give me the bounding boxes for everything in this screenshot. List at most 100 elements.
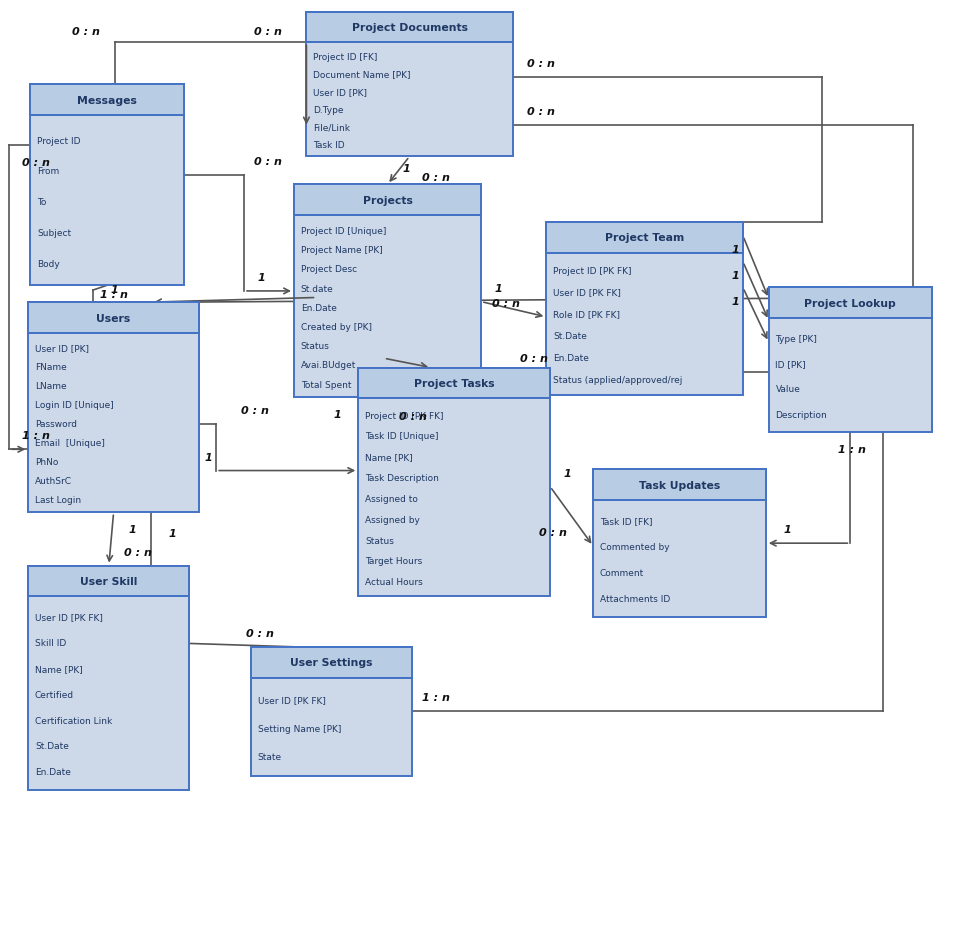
- Text: File/Link: File/Link: [313, 123, 350, 132]
- Text: 1: 1: [129, 524, 136, 534]
- Text: 1: 1: [782, 524, 790, 534]
- Bar: [30, 85, 184, 116]
- Text: Body: Body: [37, 260, 60, 269]
- Text: Comment: Comment: [600, 569, 644, 578]
- Text: 1: 1: [333, 410, 341, 420]
- Text: Description: Description: [775, 410, 826, 419]
- Text: User ID [PK FK]: User ID [PK FK]: [258, 695, 325, 705]
- Text: Email  [Unique]: Email [Unique]: [35, 438, 105, 447]
- Text: State: State: [258, 752, 282, 761]
- Text: 0 : n: 0 : n: [519, 354, 547, 363]
- Text: 0 : n: 0 : n: [245, 628, 273, 638]
- Bar: [357, 368, 550, 399]
- Text: Name [PK]: Name [PK]: [364, 453, 412, 461]
- Text: Attachments ID: Attachments ID: [600, 594, 670, 604]
- Text: Certification Link: Certification Link: [35, 716, 112, 724]
- Text: 1: 1: [168, 528, 176, 538]
- Text: 1: 1: [494, 284, 502, 293]
- Text: 1: 1: [111, 285, 118, 295]
- Text: Total Spent: Total Spent: [301, 380, 351, 389]
- Text: Password: Password: [35, 419, 77, 429]
- Text: Status: Status: [301, 342, 330, 351]
- Text: ID [PK]: ID [PK]: [775, 359, 805, 369]
- Bar: [307, 12, 512, 43]
- Text: Actual Hours: Actual Hours: [364, 578, 422, 587]
- Text: 0 : n: 0 : n: [527, 59, 554, 68]
- Text: Subject: Subject: [37, 229, 71, 238]
- Bar: [357, 368, 550, 597]
- Text: 0 : n: 0 : n: [240, 405, 268, 416]
- Bar: [28, 566, 189, 597]
- Text: 1: 1: [205, 452, 212, 462]
- Text: Target Hours: Target Hours: [364, 557, 422, 566]
- Text: Project ID [FK]: Project ID [FK]: [313, 53, 377, 62]
- Text: Created by [PK]: Created by [PK]: [301, 323, 371, 331]
- Text: User ID [PK]: User ID [PK]: [35, 344, 88, 353]
- Bar: [768, 288, 931, 318]
- Text: Project Team: Project Team: [604, 233, 683, 243]
- Text: 1: 1: [563, 468, 571, 478]
- Text: Messages: Messages: [77, 95, 136, 106]
- Text: Assigned by: Assigned by: [364, 515, 419, 524]
- Text: Task Updates: Task Updates: [638, 480, 720, 490]
- Bar: [294, 185, 480, 398]
- Text: Project Lookup: Project Lookup: [803, 299, 896, 308]
- Text: Last Login: Last Login: [35, 495, 81, 505]
- Text: AuthSrC: AuthSrC: [35, 476, 72, 485]
- Text: 1 : n: 1 : n: [422, 693, 450, 703]
- Text: St.date: St.date: [301, 285, 333, 293]
- Text: Project ID [Unique]: Project ID [Unique]: [301, 227, 385, 236]
- Text: LName: LName: [35, 382, 66, 391]
- Text: Project Name [PK]: Project Name [PK]: [301, 246, 382, 255]
- Text: Type [PK]: Type [PK]: [775, 334, 817, 344]
- Text: Certified: Certified: [35, 690, 74, 699]
- Text: Project Tasks: Project Tasks: [413, 378, 494, 388]
- Text: 1 : n: 1 : n: [100, 289, 128, 300]
- Bar: [28, 303, 199, 513]
- Text: Project Desc: Project Desc: [301, 265, 357, 274]
- Text: Avai.BUdget: Avai.BUdget: [301, 361, 356, 370]
- Text: Setting Name [PK]: Setting Name [PK]: [258, 724, 340, 733]
- Text: Task ID [Unique]: Task ID [Unique]: [364, 431, 438, 441]
- Text: Task ID: Task ID: [313, 140, 344, 150]
- Text: Users: Users: [96, 314, 131, 323]
- Bar: [546, 223, 742, 395]
- Text: Project ID [PK FK]: Project ID [PK FK]: [553, 267, 630, 275]
- Text: User ID [PK]: User ID [PK]: [313, 88, 367, 97]
- Text: 0 : n: 0 : n: [254, 156, 282, 167]
- Text: Project ID [PK FK]: Project ID [PK FK]: [364, 411, 443, 420]
- Text: Project ID: Project ID: [37, 137, 81, 145]
- Bar: [307, 12, 512, 157]
- Text: Value: Value: [775, 385, 800, 394]
- Text: From: From: [37, 168, 59, 176]
- Text: Login ID [Unique]: Login ID [Unique]: [35, 401, 113, 410]
- Text: En.Date: En.Date: [301, 303, 336, 313]
- Text: Status (applied/approved/rej: Status (applied/approved/rej: [553, 375, 681, 385]
- Text: 0 : n: 0 : n: [22, 157, 50, 168]
- Text: 1 : n: 1 : n: [22, 431, 50, 441]
- Text: User Settings: User Settings: [290, 658, 372, 667]
- Text: 0 : n: 0 : n: [72, 27, 100, 37]
- Text: En.Date: En.Date: [553, 354, 588, 362]
- Text: D.Type: D.Type: [313, 106, 343, 114]
- Text: Task Description: Task Description: [364, 474, 438, 483]
- Text: 1: 1: [730, 296, 738, 306]
- Text: 1: 1: [730, 271, 738, 280]
- Text: 0 : n: 0 : n: [398, 412, 426, 421]
- Text: Role ID [PK FK]: Role ID [PK FK]: [553, 310, 619, 319]
- Text: Assigned to: Assigned to: [364, 494, 417, 504]
- Text: Skill ID: Skill ID: [35, 638, 66, 648]
- Bar: [251, 647, 411, 678]
- Bar: [593, 470, 765, 618]
- Text: User ID [PK FK]: User ID [PK FK]: [553, 288, 620, 297]
- Text: Commented by: Commented by: [600, 543, 669, 552]
- Text: St.Date: St.Date: [553, 331, 586, 341]
- Text: Task ID [FK]: Task ID [FK]: [600, 517, 652, 526]
- Text: Status: Status: [364, 536, 393, 545]
- Bar: [294, 185, 480, 216]
- Bar: [30, 85, 184, 286]
- Text: 0 : n: 0 : n: [527, 107, 554, 116]
- Text: 1 : n: 1 : n: [837, 445, 865, 454]
- Bar: [546, 223, 742, 254]
- Text: En.Date: En.Date: [35, 768, 71, 777]
